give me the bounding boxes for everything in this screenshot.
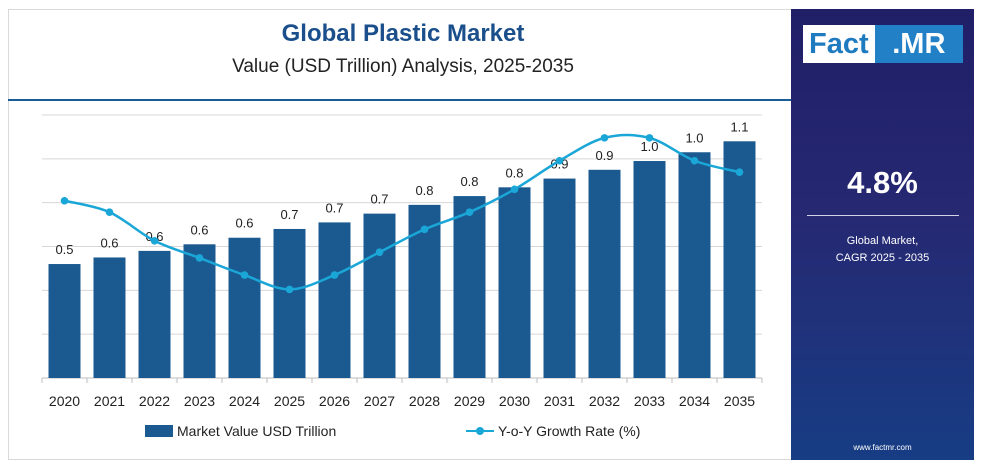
growth-point-2029: [465, 208, 474, 216]
x-tick-label-2035: 2035: [724, 393, 755, 409]
chart-subtitle: Value (USD Trillion) Analysis, 2025-2035: [232, 56, 574, 77]
bar-2026: [318, 222, 351, 378]
legend-line-label: Y-o-Y Growth Rate (%): [498, 423, 641, 439]
x-tick-label-2030: 2030: [499, 393, 530, 409]
logo-text-fact: Fact: [803, 25, 875, 63]
legend-item-bars: Market Value USD Trillion: [145, 423, 336, 439]
bar-label-2024: 0.6: [235, 216, 253, 231]
bar-label-2034: 1.0: [685, 130, 703, 145]
growth-point-2024: [240, 271, 249, 279]
legend-item-line: Y-o-Y Growth Rate (%): [466, 423, 640, 439]
growth-point-2031: [555, 156, 564, 165]
bar-2022: [138, 250, 171, 378]
factmr-logo: Fact . MR: [803, 25, 963, 63]
growth-point-2033: [645, 134, 654, 142]
growth-point-2027: [375, 248, 384, 257]
x-tick-label-2031: 2031: [544, 393, 575, 409]
title-divider: [8, 99, 792, 101]
legend-line-swatch: [466, 425, 494, 437]
x-tick-label-2034: 2034: [679, 393, 710, 409]
website-text: www.factmr.com: [853, 443, 912, 452]
growth-point-2026: [330, 271, 339, 279]
growth-point-2034: [690, 156, 699, 165]
x-tick-label-2027: 2027: [364, 393, 395, 409]
growth-point-2023: [195, 254, 204, 262]
bar-2030: [498, 187, 531, 378]
bar-2033: [633, 161, 666, 378]
x-tick-label-2026: 2026: [319, 393, 350, 409]
bar-2032: [588, 169, 621, 378]
legend: Market Value USD Trillion Y-o-Y Growth R…: [0, 423, 790, 443]
bar-2034: [678, 152, 711, 378]
sidebar-panel: [791, 9, 974, 460]
bar-label-2023: 0.6: [190, 222, 208, 237]
growth-point-2028: [420, 225, 429, 234]
cagr-label: Global Market, CAGR 2025 - 2035: [835, 235, 930, 264]
x-tick-label-2029: 2029: [454, 393, 485, 409]
growth-rate-line: [64, 133, 740, 291]
bar-label-2029: 0.8: [460, 174, 478, 189]
bar-2029: [453, 196, 486, 378]
bar-2025: [273, 228, 306, 378]
cagr-value: 4.8%: [847, 165, 918, 200]
legend-bar-label: Market Value USD Trillion: [177, 423, 337, 439]
bar-label-2026: 0.7: [325, 200, 343, 215]
bar-label-2021: 0.6: [100, 235, 118, 250]
growth-point-2035: [735, 168, 744, 176]
legend-bar-swatch: [145, 425, 173, 437]
x-tick-label-2022: 2022: [139, 393, 170, 409]
x-tick-label-2028: 2028: [409, 393, 440, 409]
sidebar-divider: [807, 215, 959, 216]
x-tick-label-2025: 2025: [274, 393, 305, 409]
bar-label-2030: 0.8: [505, 165, 523, 180]
bar-line-chart: 0.5 2020 0.6 2021 0.6 2022 0.6 2023 0.6 2024 0.7 20…: [41, 114, 763, 409]
bar-2031: [543, 178, 576, 378]
bar-label-2028: 0.8: [415, 183, 433, 198]
bar-label-2020: 0.5: [55, 242, 73, 257]
chart-title: Global Plastic Market: [281, 20, 525, 47]
growth-point-2025: [285, 285, 294, 294]
growth-point-2022: [150, 236, 159, 245]
bar-label-2027: 0.7: [370, 192, 388, 207]
bar-2020: [48, 264, 81, 378]
x-tick-label-2021: 2021: [94, 393, 125, 409]
bar-label-2022: 0.6: [145, 229, 163, 244]
x-tick-label-2020: 2020: [49, 393, 80, 409]
x-tick-label-2023: 2023: [184, 393, 215, 409]
bar-2023: [183, 244, 216, 378]
growth-point-2032: [600, 134, 609, 142]
growth-point-2030: [510, 185, 519, 194]
bar-2021: [93, 257, 126, 378]
bar-label-2032: 0.9: [595, 148, 613, 163]
growth-point-2021: [105, 208, 114, 216]
logo-text-mr: . MR: [874, 25, 963, 63]
bar-2035: [723, 141, 756, 378]
bar-label-2025: 0.7: [280, 207, 298, 222]
growth-point-2020: [60, 196, 69, 205]
bar-label-2035: 1.1: [730, 119, 748, 134]
bar-2024: [228, 237, 261, 378]
x-tick-label-2024: 2024: [229, 393, 260, 409]
bar-label-2033: 1.0: [640, 139, 658, 154]
x-tick-label-2033: 2033: [634, 393, 665, 409]
bar-2027: [363, 213, 396, 378]
x-tick-label-2032: 2032: [589, 393, 620, 409]
